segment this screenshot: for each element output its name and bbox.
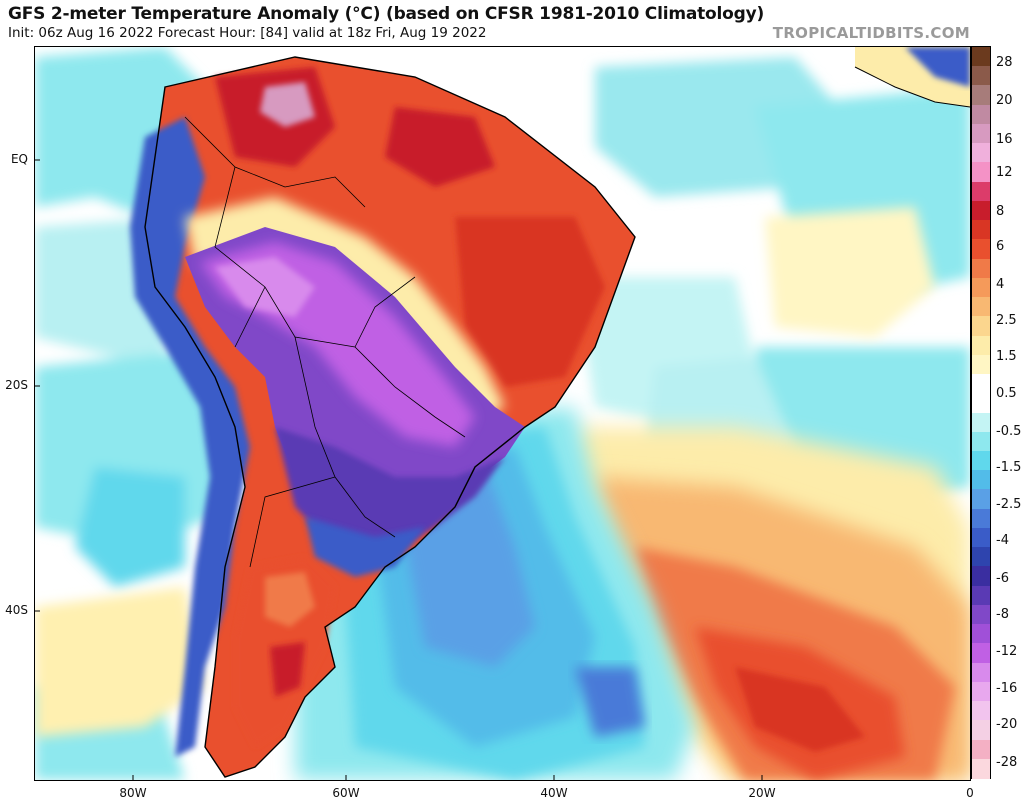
colorbar-label: 20 bbox=[996, 93, 1013, 108]
lat-label-40s: 40S bbox=[5, 603, 28, 617]
colorbar-segment bbox=[972, 123, 990, 144]
colorbar-segment bbox=[972, 585, 990, 606]
atlantic-warm-anomaly bbox=[565, 427, 970, 780]
colorbar-label: -12 bbox=[996, 644, 1018, 659]
colorbar-label: -20 bbox=[996, 717, 1018, 732]
colorbar-label: -8 bbox=[996, 607, 1009, 622]
colorbar-label: -2.5 bbox=[996, 497, 1022, 512]
colorbar-segment bbox=[972, 239, 990, 260]
colorbar-segment bbox=[972, 258, 990, 279]
colorbar-segment bbox=[972, 354, 990, 375]
colorbar-label: -6 bbox=[996, 571, 1009, 586]
colorbar-segment bbox=[972, 739, 990, 760]
colorbar-segment bbox=[972, 374, 990, 394]
colorbar-segment bbox=[972, 393, 990, 414]
colorbar-segment bbox=[972, 701, 990, 721]
lon-label-40w: 40W bbox=[540, 786, 568, 800]
colorbar-segment bbox=[972, 431, 990, 452]
lat-label-20s: 20S bbox=[5, 378, 28, 392]
colorbar-segment bbox=[972, 508, 990, 529]
colorbar-label: 1.5 bbox=[996, 349, 1017, 364]
colorbar-segment bbox=[972, 66, 990, 87]
lat-label-eq: EQ bbox=[10, 152, 28, 166]
colorbar-segment bbox=[972, 566, 990, 587]
colorbar-label: 6 bbox=[996, 239, 1005, 254]
colorbar-segment bbox=[972, 470, 990, 491]
map-canvas bbox=[35, 47, 970, 780]
colorbar-label: 12 bbox=[996, 165, 1013, 180]
colorbar-segment bbox=[972, 681, 990, 702]
colorbar-segment bbox=[972, 720, 990, 741]
map-title: GFS 2-meter Temperature Anomaly (°C) (ba… bbox=[8, 4, 765, 24]
colorbar-segment bbox=[972, 47, 990, 67]
colorbar-label: 16 bbox=[996, 132, 1013, 147]
lon-label-80w: 80W bbox=[119, 786, 147, 800]
colorbar-segment bbox=[972, 85, 990, 106]
colorbar-label: 28 bbox=[996, 55, 1013, 70]
colorbar-segment bbox=[972, 450, 990, 471]
colorbar-segment bbox=[972, 143, 990, 163]
axis-ticks bbox=[35, 159, 763, 780]
lon-label-20w: 20W bbox=[748, 786, 776, 800]
colorbar-segment bbox=[972, 162, 990, 183]
colorbar-segment bbox=[972, 335, 990, 356]
anomaly-map bbox=[34, 46, 971, 781]
colorbar-segment bbox=[972, 220, 990, 240]
colorbar-segment bbox=[972, 181, 990, 202]
map-subtitle: Init: 06z Aug 16 2022 Forecast Hour: [84… bbox=[8, 25, 487, 41]
colorbar-segment bbox=[972, 200, 990, 221]
colorbar-segment bbox=[972, 643, 990, 664]
colorbar-segment bbox=[972, 527, 990, 548]
brand-watermark: TROPICALTIDBITS.COM bbox=[772, 24, 970, 42]
colorbar bbox=[971, 46, 991, 779]
colorbar-segment bbox=[972, 297, 990, 317]
colorbar-label: -0.5 bbox=[996, 424, 1022, 439]
colorbar-segment bbox=[972, 412, 990, 433]
colorbar-segment bbox=[972, 662, 990, 683]
colorbar-label: 8 bbox=[996, 204, 1005, 219]
south-america bbox=[130, 56, 636, 778]
colorbar-label: -4 bbox=[996, 533, 1009, 548]
lon-label-60w: 60W bbox=[332, 786, 360, 800]
colorbar-segment bbox=[972, 277, 990, 298]
colorbar-label: 2.5 bbox=[996, 313, 1017, 328]
colorbar-label: 0.5 bbox=[996, 386, 1017, 401]
colorbar-segment bbox=[972, 104, 990, 125]
colorbar-label: 4 bbox=[996, 277, 1005, 292]
colorbar-segment bbox=[972, 604, 990, 625]
colorbar-segment bbox=[972, 547, 990, 567]
colorbar-label: -1.5 bbox=[996, 460, 1022, 475]
lon-label-0: 0 bbox=[966, 786, 974, 800]
colorbar-segment bbox=[972, 316, 990, 337]
colorbar-label: -16 bbox=[996, 681, 1018, 696]
colorbar-segment bbox=[972, 624, 990, 644]
colorbar-segment bbox=[972, 758, 990, 779]
africa-coast bbox=[854, 47, 970, 108]
colorbar-segment bbox=[972, 489, 990, 510]
colorbar-label: -28 bbox=[996, 755, 1018, 770]
